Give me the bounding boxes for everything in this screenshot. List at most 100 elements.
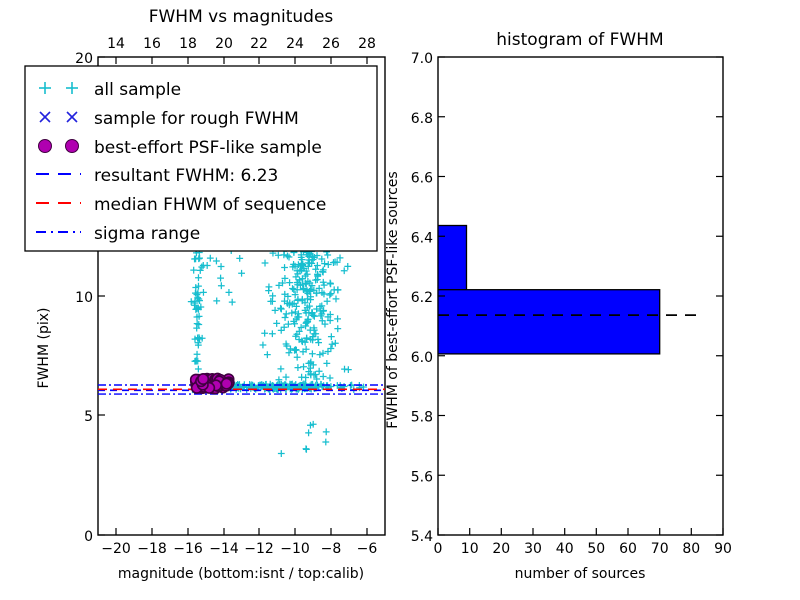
- legend-entry-psf-like[interactable]: best-effort PSF-like sample: [38, 138, 322, 158]
- scatter-point: [282, 373, 290, 381]
- scatter-point: [195, 282, 202, 290]
- scatter-point: [292, 273, 300, 281]
- scatter-point: [315, 284, 323, 292]
- scatter-point: [269, 292, 277, 300]
- bottom-tick-label: −14: [209, 541, 239, 557]
- scatter-point: [290, 300, 298, 307]
- scatter-point: [326, 291, 334, 299]
- scatter-point: [206, 254, 214, 262]
- scatter-point: [190, 266, 198, 274]
- scatter-point: [294, 313, 301, 321]
- scatter-point: [294, 364, 302, 371]
- scatter-point: [284, 320, 292, 328]
- scatter-point: [308, 260, 316, 267]
- legend-entry-sigma-range[interactable]: sigma range: [36, 224, 200, 244]
- x-tick-label: 60: [619, 541, 637, 557]
- right-plot-title: histogram of FWHM: [496, 30, 663, 50]
- scatter-point: [236, 254, 244, 262]
- scatter-point: [194, 304, 202, 312]
- legend-label: sigma range: [94, 224, 200, 244]
- legend-label: median FHWM of sequence: [94, 195, 326, 215]
- scatter-point: [259, 341, 267, 349]
- scatter-point: [289, 285, 296, 292]
- scatter-point: [195, 321, 203, 328]
- left-plot-legend: all sample sample for rough FWHM: [24, 65, 378, 252]
- scatter-point: [319, 278, 327, 286]
- scatter-point: [360, 383, 367, 391]
- scatter-point: [281, 274, 289, 282]
- left-bottom-tick-labels: −20 −18 −16 −14 −12 −10 −8 −6: [101, 541, 377, 557]
- right-y-tick-labels: 5.4 5.6 5.8 6.0 6.2 6.4 6.6 6.8 7.0: [411, 51, 433, 545]
- legend-entry-all-sample[interactable]: all sample: [39, 80, 181, 100]
- scatter-point: [301, 299, 309, 307]
- scatter-point: [200, 289, 207, 296]
- scatter-point: [309, 311, 317, 319]
- scatter-point: [285, 349, 293, 357]
- left-bottom-tick-marks: [115, 528, 368, 535]
- series-psf-like-sample: [189, 372, 235, 395]
- scatter-point: [308, 350, 316, 358]
- legend-label: resultant FWHM: 6.23: [94, 166, 278, 186]
- scatter-point: [317, 312, 325, 320]
- scatter-point: [225, 289, 233, 296]
- scatter-point: [334, 286, 342, 294]
- scatter-point: [334, 315, 341, 323]
- scatter-point: [291, 308, 299, 316]
- scatter-point: [313, 375, 321, 383]
- scatter-point: [288, 380, 296, 388]
- top-tick-label: 22: [250, 36, 268, 52]
- scatter-point: [326, 317, 334, 324]
- scatter-point: [217, 263, 225, 270]
- scatter-point: [300, 363, 307, 371]
- psf-sample-point: [220, 377, 233, 390]
- scatter-point: [277, 326, 285, 334]
- right-x-tick-marks: [437, 528, 724, 535]
- right-x-tick-labels: 0 10 20 30 40 50 60 70 80 90: [434, 541, 732, 557]
- legend-box: [24, 65, 378, 252]
- scatter-point: [318, 317, 326, 325]
- x-tick-label: 20: [492, 541, 510, 557]
- scatter-point: [310, 326, 318, 334]
- scatter-point: [324, 348, 332, 355]
- scatter-point: [196, 267, 204, 274]
- scatter-point: [301, 338, 309, 346]
- scatter-point: [315, 339, 322, 347]
- scatter-point: [326, 279, 334, 287]
- x-tick-label: 70: [651, 541, 669, 557]
- histogram-bar[interactable]: [438, 224, 468, 291]
- x-tick-label: 30: [524, 541, 542, 557]
- left-y-tick-marks: [98, 56, 105, 536]
- legend-label: sample for rough FWHM: [94, 109, 299, 129]
- scatter-point: [199, 261, 207, 269]
- legend-label: all sample: [94, 80, 181, 100]
- x-tick-label: 90: [714, 541, 732, 557]
- scatter-point: [281, 264, 288, 271]
- circle-marker: [38, 139, 79, 153]
- scatter-point: [305, 368, 313, 376]
- psf-sample-point: [197, 372, 210, 385]
- legend-entry-rough-fwhm[interactable]: sample for rough FWHM: [39, 109, 299, 129]
- scatter-point: [308, 310, 316, 318]
- scatter-point: [313, 289, 321, 297]
- scatter-point: [320, 281, 328, 289]
- scatter-point: [307, 286, 315, 293]
- left-panel: FWHM vs magnitudes 14 16 18 20 22 24 26 …: [24, 7, 386, 582]
- scatter-point: [309, 420, 317, 428]
- scatter-point: [297, 324, 305, 331]
- scatter-point: [307, 359, 314, 367]
- scatter-point: [198, 263, 206, 271]
- scatter-point: [331, 339, 339, 347]
- scatter-point: [326, 374, 334, 382]
- scatter-point: [217, 274, 224, 282]
- scatter-point: [271, 306, 279, 314]
- legend-entry-median-fwhm[interactable]: median FHWM of sequence: [36, 195, 326, 215]
- bottom-tick-label: −6: [357, 541, 378, 557]
- scatter-point: [195, 295, 203, 303]
- right-y-tick-marks: [438, 56, 723, 536]
- scatter-point: [297, 251, 305, 259]
- histogram-bar[interactable]: [438, 289, 661, 355]
- legend-entry-resultant-fwhm[interactable]: resultant FWHM: 6.23: [36, 166, 278, 186]
- bottom-tick-label: −8: [321, 541, 342, 557]
- scatter-point: [288, 309, 296, 317]
- scatter-point: [324, 261, 332, 268]
